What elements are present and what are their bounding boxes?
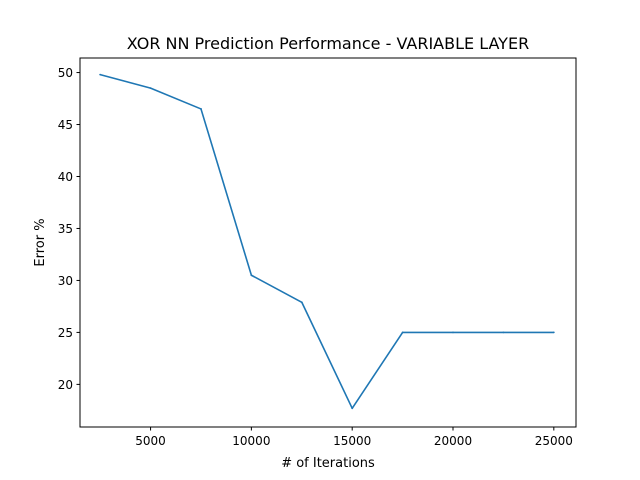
y-tick-label: 45 [58,118,73,132]
x-tick-label: 5000 [135,434,166,448]
data-point [250,274,253,277]
x-tick-label: 15000 [333,434,371,448]
y-tick-label: 20 [58,378,73,392]
data-point [351,407,354,410]
y-tick-label: 40 [58,170,73,184]
y-tick-label: 30 [58,274,73,288]
data-point [552,331,555,334]
y-tick-label: 25 [58,326,73,340]
chart-title: XOR NN Prediction Performance - VARIABLE… [127,34,529,53]
data-point [99,73,102,76]
x-tick-label: 25000 [535,434,573,448]
axis-ticks: 5000 10000 15000 20000 25000 20 25 30 35 40 45 50 [58,66,573,448]
data-point [401,331,404,334]
data-point [149,87,152,90]
data-point [300,301,303,304]
x-tick-label: 10000 [232,434,270,448]
x-tick-label: 20000 [434,434,472,448]
series-layer [99,73,555,410]
y-axis-label: Error % [33,218,48,266]
y-tick-label: 35 [58,222,73,236]
data-point [502,331,505,334]
y-tick-label: 50 [58,66,73,80]
data-point [452,331,454,334]
x-axis-label: # of Iterations [281,456,375,471]
plot-frame [79,57,577,428]
data-point [200,108,202,110]
series-line [99,73,554,410]
